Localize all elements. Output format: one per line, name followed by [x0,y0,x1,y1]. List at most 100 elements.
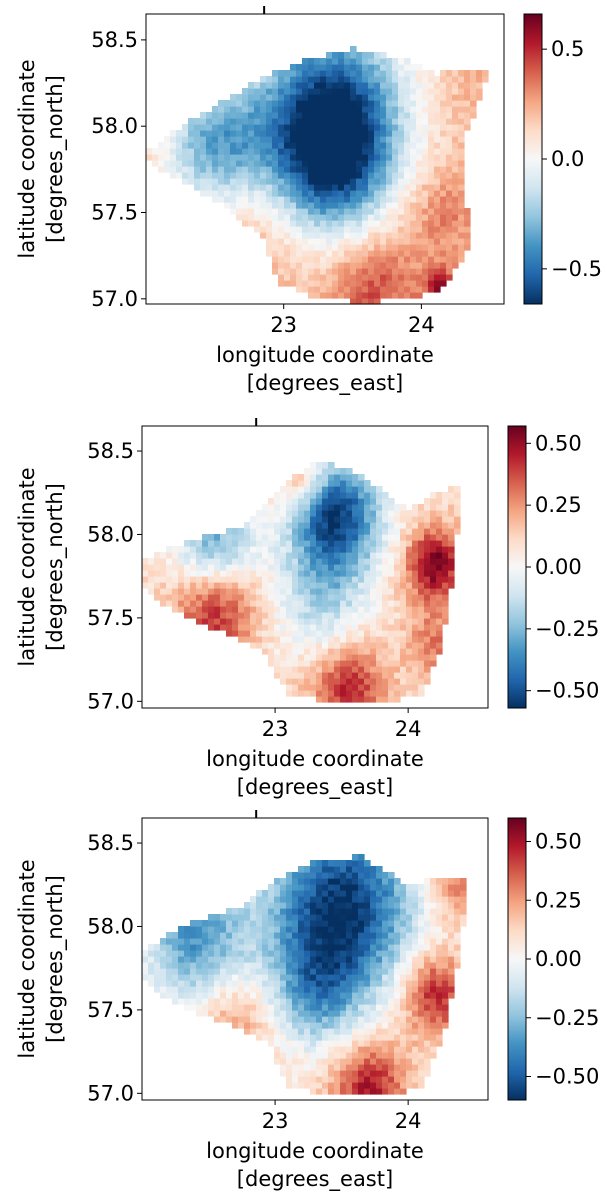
heatmap-cell [364,956,371,963]
heatmap-cell [334,1040,341,1047]
heatmap-cell [458,112,465,119]
heatmap-cell [172,986,179,993]
heatmap-cell [308,256,315,263]
heatmap-cell [328,1040,335,1047]
heatmap-cell [302,76,309,83]
heatmap-cell [382,878,389,885]
heatmap-cell [352,1034,359,1041]
heatmap-cell [280,594,287,601]
heatmap-cell [446,238,453,245]
heatmap-cell [416,106,423,113]
heatmap-cell [280,914,287,921]
heatmap-cell [416,94,423,101]
heatmap-cell [436,510,443,517]
heatmap-cell [220,932,227,939]
heatmap-cell [310,684,317,691]
heatmap-cell [352,908,359,915]
heatmap-cell [166,564,173,571]
heatmap-cell [340,944,347,951]
heatmap-cell [404,166,411,173]
heatmap-cell [322,666,329,673]
heatmap-cell [220,980,227,987]
heatmap-cell [352,962,359,969]
heatmap-cell [376,896,383,903]
heatmap-cell [380,160,387,167]
heatmap-cell [350,226,357,233]
heatmap-cell [308,76,315,83]
heatmap-cell [400,938,407,945]
heatmap-cell [406,944,413,951]
heatmap-cell [364,486,371,493]
heatmap-cell [346,696,353,703]
heatmap-cell [314,94,321,101]
heatmap-cell [454,522,461,529]
heatmap-cell [386,202,393,209]
heatmap-cell [412,1052,419,1059]
heatmap-cell [340,528,347,535]
heatmap-cell [208,980,215,987]
heatmap-cell [362,238,369,245]
heatmap-cell [176,154,183,161]
heatmap-cell [424,510,431,517]
heatmap-cell [262,594,269,601]
heatmap-cell [254,142,261,149]
heatmap-cell [436,932,443,939]
heatmap-cell [184,932,191,939]
heatmap-cell [328,504,335,511]
heatmap-cell [346,600,353,607]
heatmap-cell [394,902,401,909]
heatmap-cell [398,58,405,65]
heatmap-cell [362,106,369,113]
heatmap-cell [278,82,285,89]
heatmap-cell [364,1064,371,1071]
heatmap-cell [248,136,255,143]
heatmap-cell [394,980,401,987]
heatmap-cell [356,208,363,215]
heatmap-cell [274,648,281,655]
heatmap-cell [436,624,443,631]
heatmap-cell [440,256,447,263]
heatmap-cell [376,534,383,541]
heatmap-cell [236,118,243,125]
heatmap-cell [310,486,317,493]
heatmap-cell [326,214,333,221]
heatmap-cell [244,1010,251,1017]
heatmap-cell [316,672,323,679]
heatmap-cell [412,588,419,595]
heatmap-cell [352,998,359,1005]
heatmap-cell [274,660,281,667]
heatmap-cell [436,1010,443,1017]
heatmap-cell [374,94,381,101]
heatmap-cell [448,908,455,915]
heatmap-cell [320,64,327,71]
heatmap-cell [292,962,299,969]
heatmap-cell [430,902,437,909]
heatmap-cell [394,630,401,637]
heatmap-cell [418,962,425,969]
heatmap-cell [266,124,273,131]
heatmap-cell [418,642,425,649]
heatmap-cell [442,950,449,957]
heatmap-cell [310,1052,317,1059]
heatmap-cell [448,878,455,885]
heatmap-cell [352,606,359,613]
heatmap-cell [400,534,407,541]
heatmap-cell [424,558,431,565]
heatmap-cell [298,1070,305,1077]
heatmap-cell [356,250,363,257]
heatmap-cell [302,226,309,233]
heatmap-cell [260,232,267,239]
heatmap-cell [448,968,455,975]
heatmap-cell [380,220,387,227]
heatmap-cell [226,570,233,577]
heatmap-cell [272,244,279,251]
heatmap-cell [382,1034,389,1041]
heatmap-cell [292,582,299,589]
heatmap-cell [334,998,341,1005]
heatmap-cell [268,968,275,975]
heatmap-cell [350,280,357,287]
heatmap-cell [212,130,219,137]
heatmap-cell [292,1046,299,1053]
heatmap-cell [230,202,237,209]
heatmap-cell [418,558,425,565]
